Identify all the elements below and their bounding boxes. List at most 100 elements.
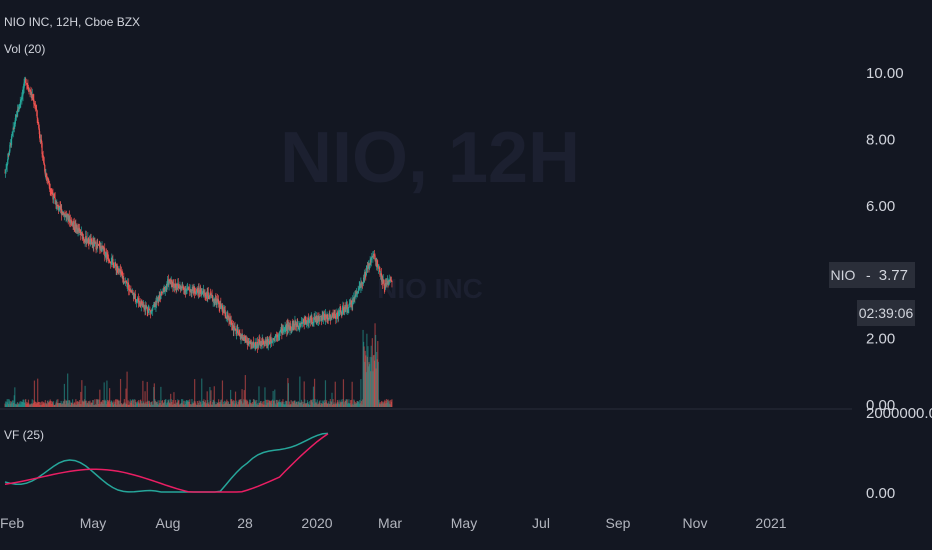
candle-body <box>22 88 25 90</box>
candle-body <box>202 292 204 294</box>
volume-bar <box>321 400 323 407</box>
candle-body <box>288 324 290 327</box>
candle-body <box>370 257 372 263</box>
candle-body <box>95 249 98 250</box>
candle-body <box>12 132 14 135</box>
vf-fast-line <box>4 432 329 493</box>
volume-bar <box>106 380 108 407</box>
candle-body <box>332 314 334 317</box>
candle-body <box>49 185 51 190</box>
candle-body <box>351 300 353 303</box>
candle-body <box>135 300 137 302</box>
candle-body <box>240 336 242 340</box>
volume-bar <box>37 378 39 407</box>
candle-body <box>347 307 349 310</box>
candle-body <box>250 343 252 345</box>
candle-body <box>165 286 167 289</box>
volume-bar <box>221 380 224 407</box>
candle-body <box>127 283 129 288</box>
volume-bar <box>286 401 288 407</box>
candle-body <box>201 293 203 295</box>
volume-bar <box>194 379 196 407</box>
candle-body <box>221 305 224 310</box>
candle-body <box>348 303 351 305</box>
volume-bar <box>184 400 186 407</box>
volume-bar <box>131 399 134 407</box>
candle-body <box>220 303 222 308</box>
candle-body <box>37 122 39 124</box>
candle-body <box>242 335 244 340</box>
candle-body <box>42 153 44 156</box>
candle-body <box>39 134 41 140</box>
candle-body <box>268 341 270 343</box>
candle-body <box>25 82 27 84</box>
candle-body <box>59 206 62 210</box>
candle-body <box>112 262 115 267</box>
candle-body <box>76 225 78 229</box>
candle-body <box>300 323 302 326</box>
candle-body <box>270 336 272 342</box>
volume-bar <box>287 383 289 407</box>
candle-body <box>215 298 217 301</box>
candle-body <box>358 288 360 292</box>
candle-body <box>348 304 350 308</box>
candle-body <box>334 313 336 318</box>
candle-body <box>273 338 275 340</box>
candle-body <box>318 316 320 320</box>
candle-body <box>24 80 26 83</box>
candle-body <box>343 306 346 313</box>
volume-bar <box>81 380 83 407</box>
volume-bar <box>244 375 246 407</box>
candle-body <box>252 341 255 348</box>
volume-bar <box>241 389 243 407</box>
candle-body <box>104 255 106 257</box>
volume-bar <box>303 381 305 407</box>
candle-body <box>364 272 366 280</box>
candle-body <box>27 86 30 90</box>
volume-bar <box>206 391 208 407</box>
candle-body <box>390 278 392 281</box>
candle-body <box>234 326 236 329</box>
price-tag-bg <box>857 262 915 288</box>
volume-bar <box>198 400 200 407</box>
volume-bar <box>272 390 274 407</box>
candle-body <box>325 314 327 318</box>
candle-body <box>171 280 173 282</box>
volume-bar <box>243 390 245 407</box>
candle-body <box>247 342 249 345</box>
candle-body <box>212 300 214 302</box>
candle-body <box>263 341 265 345</box>
chart-title: NIO INC, 12H, Cboe BZX <box>4 15 140 29</box>
candle-body <box>298 325 300 327</box>
volume-bar <box>173 392 175 407</box>
candle-body <box>274 337 276 340</box>
volume-bar <box>255 400 257 407</box>
candle-body <box>49 189 51 191</box>
time-axis[interactable]: Feb May Aug 28 2020 Mar May Jul Sep Nov 2021 <box>0 515 787 531</box>
candle-body <box>83 239 85 241</box>
candle-body <box>250 343 252 345</box>
candle-body <box>234 328 237 331</box>
candle-body <box>37 117 39 123</box>
volume-bar <box>389 400 391 407</box>
volume-bar <box>230 389 232 407</box>
candle-body <box>162 288 164 293</box>
candle-body <box>171 281 173 286</box>
volume-bar <box>258 386 260 407</box>
candle-body <box>11 134 13 137</box>
x-tick-label: 2020 <box>301 515 332 531</box>
candle-body <box>158 295 160 302</box>
vf-legend: VF (25) <box>4 428 44 442</box>
candle-body <box>121 274 123 276</box>
candle-body <box>347 309 349 311</box>
volume-bar <box>360 379 362 407</box>
candle-body <box>178 285 180 287</box>
volume-bar <box>40 401 43 407</box>
y-tick-label: 2.00 <box>866 331 895 348</box>
volume-bar <box>233 400 236 407</box>
volume-bar <box>334 381 336 407</box>
candle-body <box>106 253 109 257</box>
candle-body <box>152 307 154 311</box>
candle-body <box>110 262 112 264</box>
candle-body <box>369 265 371 269</box>
